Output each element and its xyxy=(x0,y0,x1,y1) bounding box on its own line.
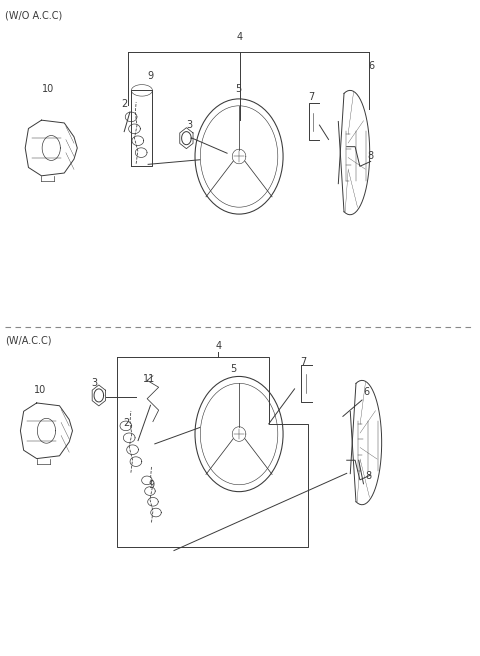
Text: (W/A.C.C): (W/A.C.C) xyxy=(5,336,52,346)
Text: 5: 5 xyxy=(235,84,242,94)
Text: 4: 4 xyxy=(237,32,243,42)
Text: 11: 11 xyxy=(143,374,155,384)
Text: 8: 8 xyxy=(367,151,373,161)
Text: 2: 2 xyxy=(123,417,130,428)
Text: 10: 10 xyxy=(34,385,46,395)
Text: 3: 3 xyxy=(187,119,193,130)
Text: 9: 9 xyxy=(148,480,155,490)
Text: 9: 9 xyxy=(147,72,153,81)
Text: 6: 6 xyxy=(369,62,375,72)
Text: 6: 6 xyxy=(364,387,370,397)
Text: 7: 7 xyxy=(308,92,314,102)
Text: (W/O A.C.C): (W/O A.C.C) xyxy=(5,10,63,20)
Text: 5: 5 xyxy=(231,364,237,374)
Text: 2: 2 xyxy=(121,98,127,109)
Text: 3: 3 xyxy=(91,379,97,388)
Text: 7: 7 xyxy=(300,358,306,367)
Text: 4: 4 xyxy=(216,341,222,351)
Text: 10: 10 xyxy=(42,85,55,94)
Text: 8: 8 xyxy=(365,470,372,481)
